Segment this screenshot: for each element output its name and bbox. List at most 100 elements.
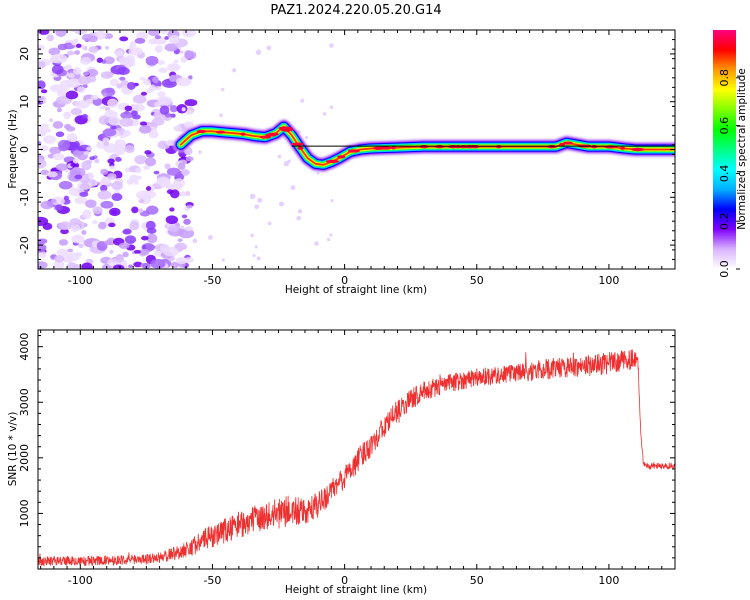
- noise-blob: [173, 59, 179, 64]
- noise-blob: [72, 264, 82, 269]
- noise-blob: [186, 204, 193, 209]
- ridge-hotspot: [337, 155, 346, 159]
- noise-blob: [111, 181, 123, 191]
- noise-blob: [152, 36, 167, 45]
- noise-blob: [158, 67, 168, 73]
- noise-blob: [38, 243, 47, 253]
- noise-blob: [100, 200, 114, 209]
- ridge-hotspot: [391, 146, 396, 150]
- noise-blob: [59, 221, 72, 230]
- noise-blob: [154, 35, 161, 40]
- noise-blob: [150, 258, 166, 269]
- noise-blob: [134, 249, 141, 254]
- noise-blob: [108, 116, 121, 126]
- noise-blob: [184, 109, 193, 115]
- snr-xtick-label: 50: [470, 574, 484, 587]
- noise-blob: [254, 245, 258, 249]
- noise-blob: [107, 158, 115, 164]
- noise-blob: [232, 68, 237, 73]
- noise-blob: [110, 125, 117, 130]
- noise-blob: [198, 150, 202, 154]
- noise-blob: [109, 78, 120, 87]
- snr-ytick-label: 2000: [18, 444, 31, 472]
- noise-blob: [177, 162, 186, 170]
- noise-blob: [329, 105, 334, 110]
- spectrogram-ytick-label: 20: [18, 47, 31, 61]
- colorbar-gradient: [713, 30, 736, 269]
- noise-blob: [322, 112, 327, 116]
- noise-blob: [134, 37, 146, 44]
- noise-blob: [141, 235, 149, 241]
- noise-blob: [168, 34, 180, 44]
- noise-blob: [135, 175, 143, 180]
- noise-blob: [107, 109, 114, 115]
- noise-blob: [92, 206, 103, 214]
- noise-blob: [105, 106, 111, 112]
- snr-line: [38, 349, 675, 567]
- noise-blob: [159, 243, 170, 252]
- noise-blob: [122, 129, 131, 137]
- noise-blob: [139, 121, 148, 126]
- noise-blob: [145, 55, 159, 66]
- spectrogram-ylabel: Frequency (Hz): [7, 109, 19, 188]
- noise-blob: [175, 257, 188, 264]
- ridge-hotspot: [419, 145, 427, 149]
- noise-blob: [169, 189, 180, 199]
- noise-blob: [115, 50, 124, 57]
- noise-blob: [168, 224, 180, 232]
- noise-blob: [89, 156, 96, 161]
- noise-blob: [74, 196, 88, 205]
- ridge-hotspot: [196, 129, 207, 134]
- noise-blob: [185, 190, 191, 197]
- noise-blob: [71, 234, 85, 244]
- noise-blob: [39, 145, 49, 152]
- ridge-hotspot: [215, 130, 226, 134]
- noise-blob: [78, 30, 87, 34]
- noise-blob: [153, 111, 163, 119]
- noise-blob: [136, 31, 149, 41]
- noise-blob: [192, 238, 198, 244]
- noise-blob: [158, 177, 171, 188]
- ridge-hotspot: [563, 141, 573, 145]
- noise-blob: [67, 248, 74, 253]
- noise-blob: [159, 105, 170, 115]
- spectrogram-ytick-label: 0: [18, 146, 31, 153]
- noise-blob: [157, 60, 165, 65]
- spectrogram-noise: [38, 30, 334, 269]
- spectrogram-y-ticks: -20 -10 0 10 20: [18, 29, 675, 270]
- noise-blob: [166, 167, 181, 176]
- noise-blob: [297, 209, 303, 214]
- noise-blob: [300, 98, 305, 103]
- noise-blob: [208, 235, 213, 240]
- noise-blob: [38, 60, 46, 69]
- noise-blob: [145, 220, 156, 230]
- noise-blob: [129, 41, 137, 48]
- noise-blob: [116, 67, 130, 76]
- noise-blob: [266, 45, 272, 51]
- noise-blob: [38, 141, 42, 146]
- noise-blob: [54, 204, 64, 211]
- noise-blob: [277, 154, 282, 159]
- noise-blob: [100, 184, 108, 192]
- noise-blob: [81, 179, 88, 185]
- noise-blob: [141, 262, 151, 269]
- noise-blob: [109, 249, 114, 254]
- noise-blob: [97, 190, 112, 200]
- noise-blob: [52, 121, 64, 129]
- noise-blob: [65, 90, 79, 100]
- ridge-hotspot: [620, 146, 626, 150]
- noise-blob: [145, 186, 152, 191]
- snr-ytick-label: 3000: [18, 388, 31, 416]
- noise-blob: [124, 105, 133, 112]
- figure-title: PAZ1.2024.220.05.20.G14: [270, 3, 441, 18]
- spectrogram-ytick-label: 10: [18, 95, 31, 109]
- noise-blob: [66, 133, 78, 142]
- ridge-hotspot: [297, 146, 304, 150]
- noise-blob: [139, 248, 150, 256]
- noise-blob: [66, 252, 80, 262]
- noise-blob: [179, 191, 186, 197]
- snr-y-ticks: 1000 2000 3000 4000: [18, 333, 675, 559]
- noise-blob: [183, 218, 191, 225]
- colorbar-tick-label: 0.2: [718, 212, 731, 230]
